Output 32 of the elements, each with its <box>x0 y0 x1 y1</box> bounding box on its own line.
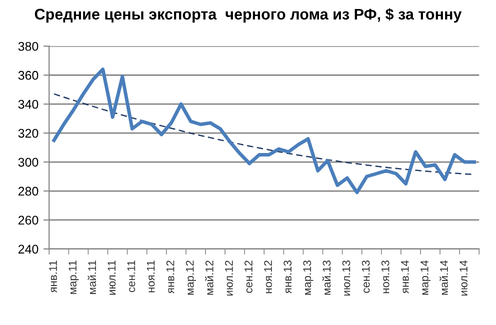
chart-title: Средние цены экспорта черного лома из РФ, $ за тонну <box>34 8 462 23</box>
x-tick-label: ноя.11 <box>146 260 155 292</box>
x-tick-label: янв.14 <box>401 260 409 294</box>
x-tick-label: июл.13 <box>342 260 350 296</box>
y-tick-label: 300 <box>18 158 38 167</box>
x-tick-label: янв.12 <box>166 260 174 294</box>
x-tick-label: май.12 <box>204 260 214 295</box>
x-tick-label: мар.12 <box>186 260 196 295</box>
y-tick-label: 240 <box>18 244 38 254</box>
x-tick-label: мар.13 <box>303 260 314 295</box>
x-tick-label: сен.13 <box>362 260 370 293</box>
x-tick-label: янв.13 <box>284 260 292 294</box>
x-tick-label: июл.12 <box>225 260 233 296</box>
x-tick-label: сен.12 <box>244 260 252 293</box>
x-tick-label: ноя.12 <box>264 260 272 294</box>
x-tick-label: июл.11 <box>108 260 116 295</box>
x-tick-label: сен.11 <box>127 260 136 292</box>
y-tick-label: 340 <box>18 100 38 109</box>
y-tick-label: 380 <box>18 42 38 51</box>
y-tick-label: 320 <box>18 128 38 138</box>
x-tick-label: ноя.13 <box>381 260 390 294</box>
x-tick-label: май.13 <box>322 260 331 295</box>
x-tick-label: май.11 <box>88 260 96 294</box>
x-tick-label: май.14 <box>440 260 448 295</box>
x-tick-label: янв.11 <box>49 260 57 293</box>
y-tick-label: 360 <box>18 70 38 80</box>
y-tick-label: 260 <box>18 216 38 225</box>
y-tick-label: 280 <box>18 186 38 196</box>
x-tick-label: июл.14 <box>460 260 468 296</box>
line-series <box>52 68 476 194</box>
x-tick-label: мар.14 <box>420 260 431 295</box>
x-tick-label: мар.11 <box>68 260 79 294</box>
